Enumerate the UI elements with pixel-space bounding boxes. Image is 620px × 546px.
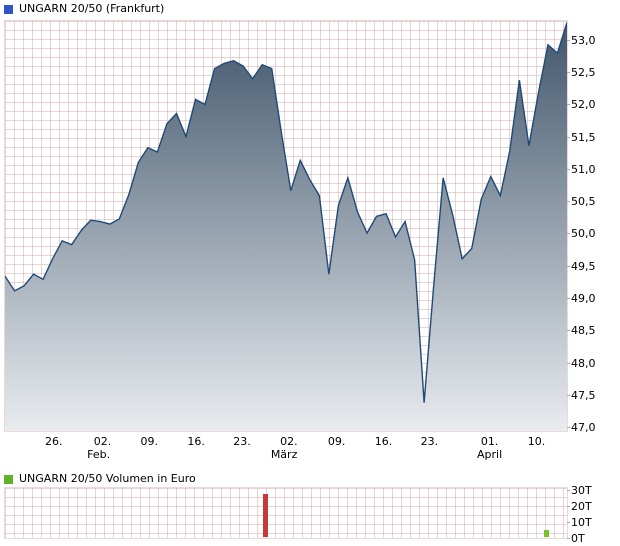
volume-legend-marker-icon — [4, 474, 13, 484]
volume-chart-title: UNGARN 20/50 Volumen in Euro — [19, 472, 196, 485]
price-x-tick-label: 26. — [44, 435, 63, 448]
price-x-tick-label: 09. — [327, 435, 346, 448]
price-chart-header: UNGARN 20/50 (Frankfurt) — [4, 3, 164, 15]
price-x-month-label: März — [270, 448, 298, 461]
price-y-tick-label: 47,5 — [567, 388, 596, 402]
volume-bar — [543, 529, 549, 537]
price-x-axis: 26. 02. 09. 16. 23. 02. 09. 16. 23. 01. 10. Feb. Mär… — [4, 433, 568, 463]
price-chart-pane[interactable] — [4, 20, 568, 432]
price-x-tick-label: 10. — [527, 435, 546, 448]
price-y-tick-label: 50,0 — [567, 227, 596, 241]
price-y-tick-label: 52,0 — [567, 98, 596, 112]
price-y-tick-label: 48,0 — [567, 356, 596, 370]
price-x-month-label: Feb. — [87, 448, 111, 461]
volume-y-tick-label: 10T — [567, 516, 592, 529]
price-x-tick-label: 23. — [233, 435, 251, 448]
volume-chart-pane[interactable] — [4, 487, 568, 539]
price-y-tick-label: 49,0 — [567, 291, 596, 305]
price-area-series — [5, 22, 567, 431]
volume-y-tick-label: 30T — [567, 484, 592, 497]
volume-y-tick-label: 20T — [567, 500, 592, 513]
volume-y-axis: 30T 20T 10T 0T — [567, 484, 617, 544]
price-y-tick-label: 48,5 — [567, 324, 596, 338]
price-chart-title: UNGARN 20/50 (Frankfurt) — [19, 2, 165, 15]
price-x-tick-label: 02. — [93, 435, 112, 448]
price-x-tick-label: 02. — [280, 435, 298, 448]
price-y-tick-label: 47,0 — [567, 421, 596, 435]
price-legend-marker-icon — [4, 4, 13, 14]
price-x-tick-label: 16. — [187, 435, 205, 448]
price-x-tick-label: 16. — [374, 435, 393, 448]
price-y-tick-label: 52,5 — [567, 65, 596, 79]
price-y-axis: 53,0 52,5 52,0 51,5 51,0 50,5 50,0 49,5 49,0 48,5… — [567, 20, 617, 435]
price-x-tick-label: 01. — [480, 435, 499, 448]
price-x-tick-label: 23. — [420, 435, 439, 448]
price-x-tick-label: 09. — [140, 435, 159, 448]
price-y-tick-label: 53,0 — [567, 33, 596, 47]
volume-y-tick-label: 0T — [567, 532, 585, 545]
price-y-tick-label: 51,0 — [567, 162, 596, 176]
price-x-month-label: April — [477, 448, 503, 461]
volume-chart-header: UNGARN 20/50 Volumen in Euro — [4, 473, 196, 485]
price-y-tick-label: 50,5 — [567, 195, 596, 209]
volume-bar — [263, 493, 269, 537]
price-y-tick-label: 49,5 — [567, 259, 596, 273]
price-y-tick-label: 51,5 — [567, 130, 596, 144]
